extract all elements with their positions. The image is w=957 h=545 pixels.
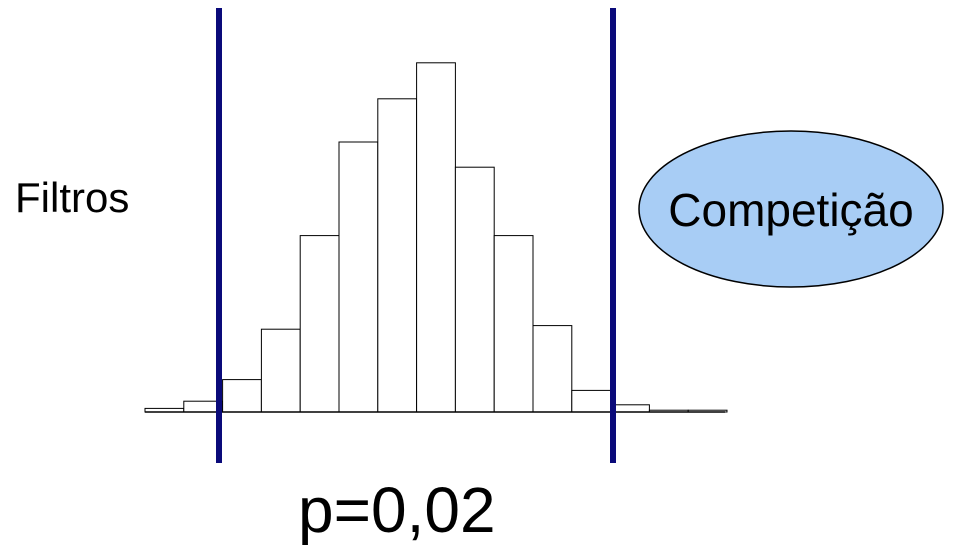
filtros-label: Filtros	[15, 174, 129, 221]
histogram-bar	[338, 141, 379, 413]
competicao-bubble	[638, 130, 944, 288]
histogram-bar	[571, 389, 612, 413]
histogram-bar	[454, 166, 495, 413]
histogram-bar	[532, 325, 573, 413]
histogram-bar	[377, 98, 418, 413]
histogram-bar	[222, 379, 262, 413]
competicao-label: Competição	[668, 184, 913, 236]
histogram-bar	[610, 404, 650, 413]
histogram-bar	[493, 235, 534, 413]
histogram-bars	[144, 62, 728, 413]
histogram-bar	[299, 235, 340, 413]
p-value-label: p=0,02	[298, 474, 496, 545]
histogram-bar	[260, 328, 301, 413]
histogram-bar	[416, 62, 456, 413]
